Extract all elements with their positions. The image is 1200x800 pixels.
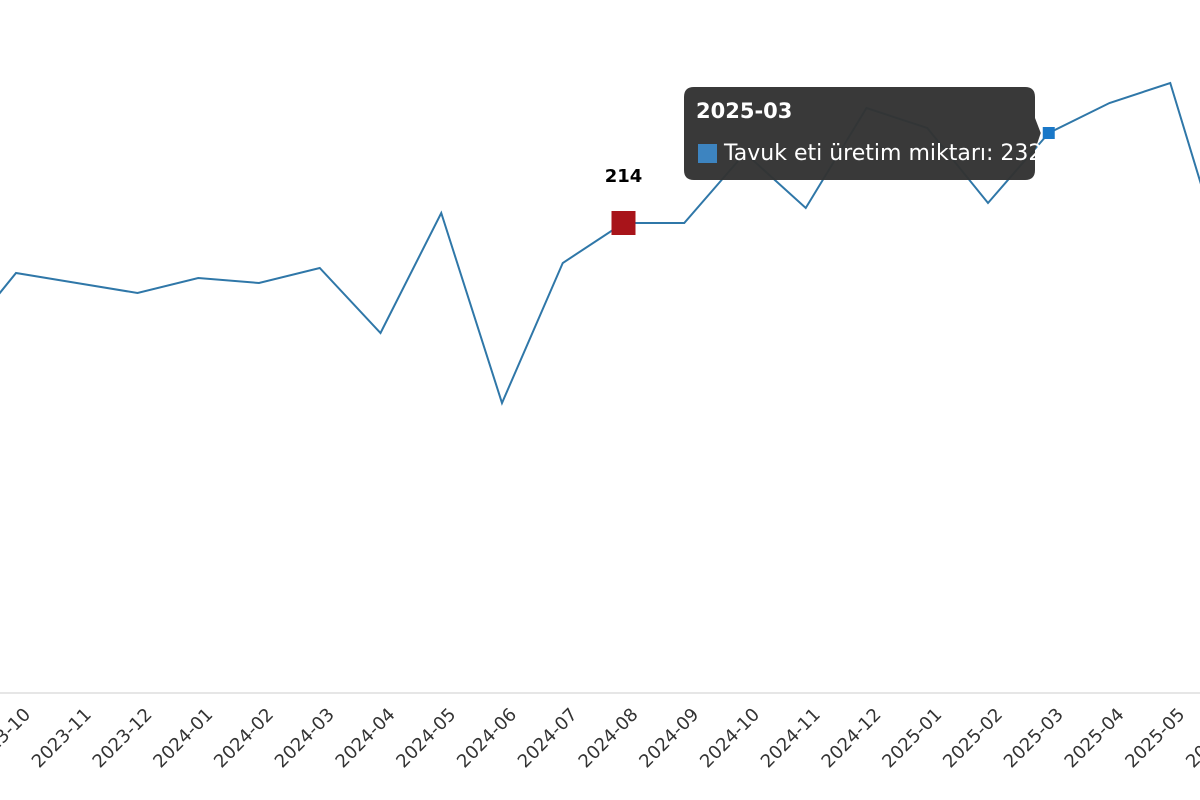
x-tick-label: 2024-02 [210,704,278,772]
tooltip-swatch [698,144,717,163]
highlight-marker [611,211,636,235]
x-tick-label: 2024-08 [575,704,643,772]
x-tick-label: 2024-04 [332,704,400,772]
x-tick-label: 2024-03 [271,704,339,772]
x-tick-label: 2023-10 [0,704,35,772]
x-tick-label: 2025-03 [1000,704,1068,772]
x-tick-label: 2024-10 [696,704,764,772]
x-tick-label: 2025-01 [878,704,946,772]
x-tick-label: 2024-11 [757,704,825,772]
x-tick-label: 2024-01 [149,704,217,772]
x-tick-label: 2025-06 [1182,704,1200,772]
tooltip-text: Tavuk eti üretim miktarı: 232 [723,141,1042,166]
x-tick-label: 2024-06 [453,704,521,772]
tooltip-separator: : [986,141,1000,166]
x-tick-label: 2025-05 [1121,704,1189,772]
x-tick-label: 2024-05 [392,704,460,772]
tooltip-marker [1042,127,1055,139]
x-tick-label: 2024-09 [635,704,703,772]
tooltip: 2025-03 Tavuk eti üretim miktarı: 232 [684,87,1042,180]
tooltip-value: 232 [1000,141,1042,166]
x-tick-label: 2023-11 [28,704,96,772]
tooltip-box [684,87,1041,180]
x-tick-label: 2023-12 [89,704,157,772]
tooltip-title: 2025-03 [696,99,792,123]
data-label: 214 [605,166,643,187]
x-tick-label: 2025-02 [939,704,1007,772]
tooltip-series-name: Tavuk eti üretim miktarı [723,141,986,166]
x-tick-label: 2025-04 [1061,704,1129,772]
x-tick-label: 2024-07 [514,704,582,772]
x-tick-label: 2024-12 [818,704,886,772]
